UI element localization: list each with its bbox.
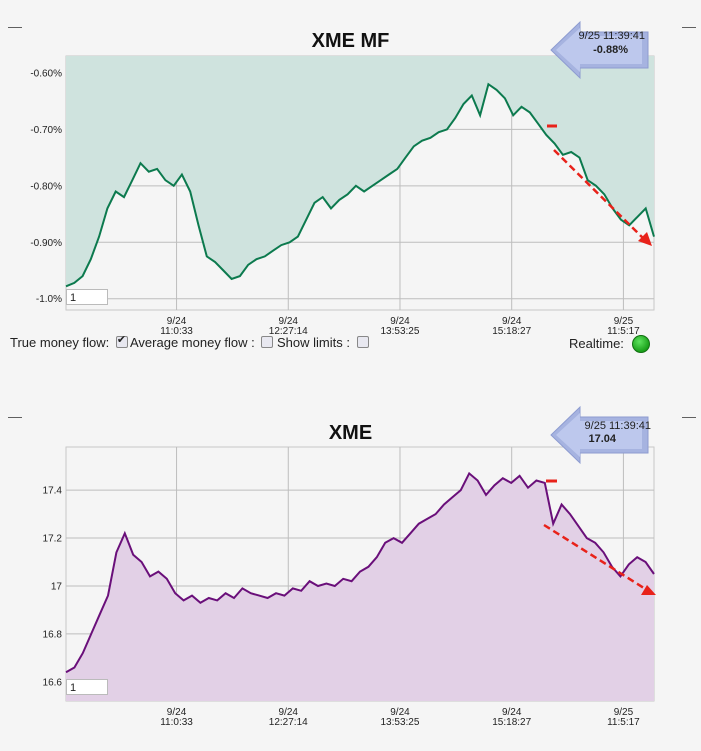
avg-mf-checkbox[interactable] — [261, 336, 274, 348]
mf-y-axis: -0.60% -0.70% -0.80% -0.90% -1.0% — [30, 68, 62, 305]
show-limits-checkbox[interactable] — [356, 336, 369, 348]
px-x-tick-time: 15:18:27 — [492, 717, 531, 728]
mf-controls: True money flow: Average money flow : Sh… — [0, 333, 701, 355]
px-x-tick-date: 9/25 — [614, 707, 634, 718]
mf-series-line — [65, 82, 655, 288]
price-chart-title: XME — [328, 422, 373, 444]
mf-y-tick-label: -0.60% — [30, 68, 62, 79]
collapse-dash-left[interactable]: — — [8, 18, 22, 34]
show-limits-label: Show limits : — [277, 335, 350, 350]
avg-mf-label: Average money flow : — [130, 335, 255, 350]
realtime-status-icon[interactable] — [631, 335, 650, 353]
px-y-tick-label: 17.4 — [43, 486, 63, 497]
mf-chart-title: XME MF — [311, 30, 390, 52]
price-area-fill — [66, 473, 654, 701]
mf-chart[interactable]: -0.60%-0.70%-0.80%-0.90%-1.0% 9/2411:0:3… — [0, 0, 701, 340]
price-tooltip-time: 9/25 11:39:41 — [585, 420, 651, 432]
price-tooltip: 9/25 11:39:41 17.04 — [550, 405, 651, 465]
px-y-tick-label: 17.2 — [43, 534, 63, 545]
collapse-dash-right[interactable]: — — [682, 18, 696, 34]
mf-x-tick-time: 13:53:25 — [381, 326, 420, 337]
mf-x-tick-date: 9/24 — [167, 316, 187, 327]
px-x-tick-time: 11:0:33 — [160, 717, 193, 728]
price-y-axis: 17.4 17.2 17 16.8 16.6 — [43, 486, 63, 689]
price-tooltip-value: 17.04 — [588, 433, 616, 445]
realtime-label: Realtime: — [569, 336, 624, 351]
mf-x-tick-date: 9/24 — [502, 316, 522, 327]
mf-y-tick-label: -0.70% — [30, 125, 62, 136]
px-y-tick-label: 16.6 — [43, 677, 63, 688]
true-mf-label: True money flow: — [10, 335, 110, 350]
price-series-line — [65, 471, 655, 674]
mf-y-tick-label: -0.90% — [30, 238, 62, 249]
px-x-tick-date: 9/24 — [167, 707, 187, 718]
true-mf-checkbox[interactable] — [115, 333, 128, 348]
mf-x-tick-date: 9/24 — [390, 316, 410, 327]
price-period-input[interactable]: 1 — [66, 679, 108, 695]
avg-mf-control: Average money flow : — [130, 335, 276, 350]
px-x-tick-date: 9/24 — [502, 707, 522, 718]
mf-tooltip: 9/25 11:39:41 -0.88% — [550, 20, 649, 80]
realtime-control: Realtime: — [569, 335, 650, 353]
px-x-tick-time: 12:27:14 — [269, 717, 308, 728]
px-x-tick-time: 13:53:25 — [381, 717, 420, 728]
px-y-tick-label: 16.8 — [43, 629, 63, 640]
px-x-tick-time: 11:5:17 — [607, 717, 640, 728]
mf-area-fill — [66, 56, 654, 287]
price-chart-panel: — — XME 17.4 17.2 17 16.8 16.6 9/24 11:0:33 9/… — [0, 395, 701, 751]
price-trend-arrow — [543, 523, 656, 595]
mf-y-tick-label: -1.0% — [36, 294, 62, 305]
mf-x-tick-time: 11:5:17 — [607, 326, 640, 337]
px-x-tick-date: 9/24 — [390, 707, 410, 718]
collapse-dash-left[interactable]: — — [8, 408, 22, 424]
mf-tooltip-time: 9/25 11:39:41 — [579, 30, 645, 42]
mf-x-tick-time: 15:18:27 — [492, 326, 531, 337]
px-x-tick-date: 9/24 — [279, 707, 299, 718]
mf-chart-panel: — — XME MF -0.60% -0.70% -0.80% -0.90% -1.0%… — [0, 0, 701, 360]
mf-x-tick-time: 11:0:33 — [160, 326, 193, 337]
px-y-tick-label: 17 — [51, 581, 63, 592]
show-limits-control: Show limits : — [277, 335, 372, 350]
true-mf-control: True money flow: — [10, 333, 131, 350]
mf-tooltip-value: -0.88% — [593, 44, 628, 56]
collapse-dash-right[interactable]: — — [682, 408, 696, 424]
mf-y-tick-label: -0.80% — [30, 181, 62, 192]
mf-x-tick-date: 9/25 — [614, 316, 634, 327]
mf-trend-arrow — [553, 149, 652, 246]
mf-x-axis: 9/2411:0:339/2412:27:149/2413:53:259/241… — [160, 316, 640, 337]
mf-x-tick-time: 12:27:14 — [269, 326, 308, 337]
mf-period-input[interactable]: 1 — [66, 289, 108, 305]
price-x-axis: 9/2411:0:339/2412:27:149/2413:53:259/241… — [160, 707, 640, 728]
mf-x-tick-date: 9/24 — [279, 316, 299, 327]
